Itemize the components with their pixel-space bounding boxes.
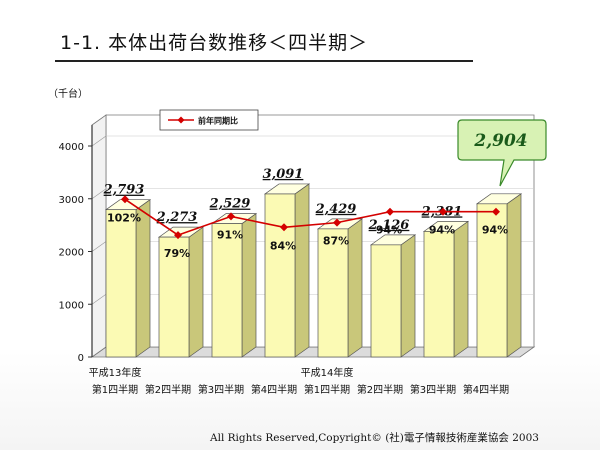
x-tick-label: 第1四半期	[304, 383, 350, 396]
bar-front	[211, 223, 243, 358]
y-tick-label: 0	[78, 353, 84, 364]
callout-value: 2,904	[473, 131, 527, 151]
ratio-marker	[121, 195, 129, 204]
ratio-label: 94%	[376, 224, 402, 237]
legend-marker-swatch	[177, 116, 185, 124]
x-tick-label: 第4四半期	[463, 383, 509, 396]
bar-value-label: 2,429	[315, 202, 357, 217]
bar	[316, 218, 364, 358]
legend-label: 前年同期比	[198, 116, 238, 126]
copyright-footer: All Rights Reserved,Copyright© (社)電子情報技術…	[210, 432, 539, 444]
y-tick-label: 3000	[59, 195, 84, 206]
y-tick-label: 4000	[59, 142, 84, 153]
gridline-depth	[91, 188, 107, 199]
chart-side-wall	[91, 114, 107, 358]
y-tick-label: 1000	[59, 300, 84, 311]
bar-front	[317, 228, 349, 358]
bar-side	[506, 193, 522, 358]
ratio-label: 84%	[270, 239, 296, 252]
gridline-depth	[91, 294, 107, 305]
ratio-marker	[280, 223, 288, 232]
x-tick-label: 第2四半期	[145, 383, 191, 396]
bar-front	[158, 236, 190, 358]
x-group-label: 平成13年度	[89, 366, 142, 379]
x-tick-label: 第1四半期	[92, 383, 138, 396]
ratio-marker	[227, 212, 235, 221]
title-underline	[55, 60, 473, 62]
bar-value-label: 2,529	[209, 197, 251, 212]
y-axis-label: （千台）	[48, 87, 88, 100]
bar-front	[105, 209, 137, 358]
ratio-marker	[386, 207, 394, 216]
bar-front	[370, 244, 402, 358]
y-ticks: 0 1000 2000 3000 4000	[59, 142, 92, 364]
ratio-marker	[439, 207, 447, 216]
bar-front	[264, 193, 296, 358]
bar	[475, 193, 523, 358]
y-tick-label: 2000	[59, 248, 84, 259]
gridline-depth	[91, 241, 107, 252]
bar-side	[241, 212, 257, 358]
ratio-label: 79%	[164, 247, 190, 260]
ratio-label: 94%	[482, 224, 508, 237]
bar-side	[453, 220, 469, 358]
slide-title: 1-1. 本体出荷台数推移＜四半期＞	[60, 32, 369, 54]
ratio-line: 102% 79% 91% 84% 87% 94% 94% 94%	[107, 195, 508, 260]
x-tick-label: 第2四半期	[357, 383, 403, 396]
ratio-marker	[174, 231, 182, 240]
bar	[422, 220, 470, 358]
x-tick-label: 第3四半期	[198, 383, 244, 396]
ratio-marker	[333, 218, 341, 227]
bar	[369, 234, 417, 358]
bar-side	[294, 183, 310, 358]
bar	[263, 183, 311, 358]
gridline-depth	[91, 135, 107, 147]
bar	[157, 226, 205, 358]
bars	[104, 183, 523, 358]
bar	[104, 198, 152, 358]
bar-front	[476, 203, 508, 358]
ratio-label: 91%	[217, 228, 243, 241]
x-tick-label: 第3四半期	[410, 383, 456, 396]
callout: 2,904	[457, 119, 547, 187]
legend: 前年同期比	[159, 109, 259, 131]
bar	[210, 212, 258, 358]
x-group-label: 平成14年度	[301, 366, 354, 379]
callout-bubble	[457, 119, 547, 187]
bar-value-label: 3,091	[263, 167, 304, 182]
ratio-label: 94%	[429, 224, 455, 237]
bar-side	[188, 226, 204, 358]
bar-value-label: 2,126	[368, 218, 410, 233]
bar-front	[423, 231, 455, 358]
ratio-label: 87%	[323, 235, 349, 248]
bar-value-label: 2,793	[103, 183, 145, 198]
ratio-marker	[492, 207, 500, 216]
chart-floor	[90, 346, 536, 358]
ratio-line-path	[124, 198, 496, 236]
bar-value-label: 2,273	[156, 210, 198, 225]
bar-side	[347, 218, 363, 358]
x-tick-label: 第4四半期	[251, 383, 297, 396]
legend-box	[159, 109, 259, 131]
ratio-label: 102%	[107, 211, 141, 224]
bar-side	[400, 234, 416, 358]
